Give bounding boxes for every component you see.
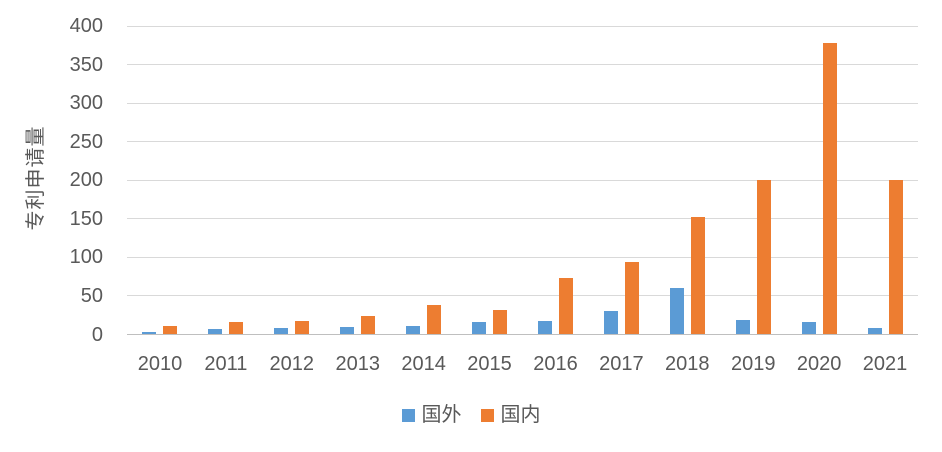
x-tick-label-2014: 2014 xyxy=(401,353,446,375)
bar-国内-2021 xyxy=(888,180,903,334)
y-tick-label-150: 150 xyxy=(69,207,103,230)
legend-swatch-icon xyxy=(401,408,415,422)
y-tick-label-50: 50 xyxy=(80,284,103,307)
bar-国外-2019 xyxy=(735,320,750,334)
bar-国内-2014 xyxy=(427,305,442,334)
y-tick-label-300: 300 xyxy=(69,92,103,115)
x-tick-label-2020: 2020 xyxy=(796,353,842,375)
y-tick-label-400: 400 xyxy=(69,15,103,37)
bar-国外-2012 xyxy=(274,328,289,334)
gridline-300 xyxy=(127,102,918,104)
x-tick-label-2011: 2011 xyxy=(204,353,248,375)
bar-国外-2013 xyxy=(340,327,355,334)
y-tick-label-250: 250 xyxy=(69,130,103,153)
legend-label: 国外 xyxy=(421,404,462,426)
bar-国内-2019 xyxy=(756,180,771,334)
bar-国内-2015 xyxy=(493,310,508,334)
x-tick-label-2010: 2010 xyxy=(137,353,183,375)
gridline-250 xyxy=(127,141,918,143)
gridline-100 xyxy=(127,256,918,258)
x-tick-label-2016: 2016 xyxy=(533,353,578,375)
bar-国外-2010 xyxy=(142,332,157,334)
bar-国内-2012 xyxy=(295,321,310,334)
gridline-200 xyxy=(127,179,918,181)
bar-国外-2015 xyxy=(472,322,487,334)
x-tick-label-2012: 2012 xyxy=(269,353,315,375)
bar-国外-2018 xyxy=(669,288,684,334)
x-axis-line xyxy=(127,334,918,335)
gridline-50 xyxy=(127,295,918,297)
y-tick-label-200: 200 xyxy=(69,169,103,192)
x-tick-label-2017: 2017 xyxy=(599,353,644,375)
bar-国外-2017 xyxy=(603,311,618,334)
bar-国外-2020 xyxy=(801,322,816,334)
y-tick-label-350: 350 xyxy=(69,53,103,76)
x-tick-label-2021: 2021 xyxy=(862,353,908,375)
bar-国外-2021 xyxy=(867,328,882,334)
legend-label: 国内 xyxy=(500,404,541,426)
legend-item-国内: 国内 xyxy=(480,404,541,426)
gridline-150 xyxy=(127,218,918,220)
bar-国内-2010 xyxy=(163,326,178,334)
bar-国内-2016 xyxy=(558,278,573,334)
y-tick-label-0: 0 xyxy=(91,323,103,346)
gridline-350 xyxy=(127,64,918,66)
x-tick-label-2018: 2018 xyxy=(665,353,710,375)
y-tick-label-100: 100 xyxy=(69,246,103,269)
bar-国内-2020 xyxy=(822,43,837,334)
legend: 国外 国内 xyxy=(0,402,942,428)
bar-国内-2018 xyxy=(690,217,705,334)
x-tick-label-2019: 2019 xyxy=(730,353,776,375)
legend-swatch-icon xyxy=(480,408,494,422)
gridline-400 xyxy=(127,25,918,27)
bar-国外-2016 xyxy=(537,321,552,334)
bar-国内-2013 xyxy=(361,316,376,334)
x-tick-label-2013: 2013 xyxy=(335,353,380,375)
x-tick-label-2015: 2015 xyxy=(467,353,512,375)
legend-item-国外: 国外 xyxy=(401,404,462,426)
bar-国外-2014 xyxy=(406,326,421,334)
bar-国内-2011 xyxy=(229,322,244,334)
bar-国内-2017 xyxy=(624,262,639,334)
bar-国外-2011 xyxy=(208,329,223,334)
